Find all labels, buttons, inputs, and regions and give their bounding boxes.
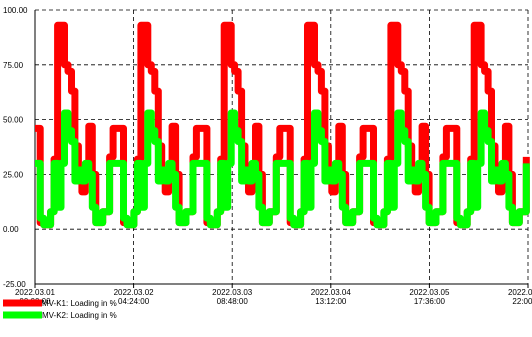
legend: MV-K1: Loading in % MV-K2: Loading in % (3, 299, 117, 320)
y-tick-label: 25.00 (3, 170, 24, 179)
series-line-1 (35, 21, 530, 229)
x-tick-label-date: 2022.03.04 (311, 288, 352, 297)
y-tick-label: 75.00 (3, 61, 24, 70)
x-tick-label-time: 17:36:00 (414, 297, 446, 306)
y-tick-label: 0.00 (3, 225, 19, 234)
y-tick-label: 100.00 (3, 6, 28, 15)
x-tick-label-time: 04:24:00 (118, 297, 150, 306)
x-tick-label-date: 2022.03.02 (114, 288, 155, 297)
x-tick-label-date: 2022.03.01 (15, 288, 56, 297)
legend-label-1: MV-K1: Loading in % (42, 299, 117, 308)
y-tick-label: -25.00 (3, 280, 26, 289)
x-tick-label-time: 08:48:00 (217, 297, 249, 306)
y-tick-label: 50.00 (3, 116, 24, 125)
x-tick-label-time: 22:00:00 (512, 297, 532, 306)
x-tick-label-date: 2022.03.05 (409, 288, 450, 297)
x-tick-label-time: 13:12:00 (315, 297, 347, 306)
axes: 100.0075.0050.0025.000.00-25.002022.03.0… (3, 6, 532, 306)
x-tick-label-date: 2022.03.03 (212, 288, 253, 297)
x-tick-label-date: 2022.03.06 (508, 288, 532, 297)
series-area (35, 21, 530, 229)
legend-label-2: MV-K2: Loading in % (42, 311, 117, 320)
series-line-2 (35, 109, 530, 229)
